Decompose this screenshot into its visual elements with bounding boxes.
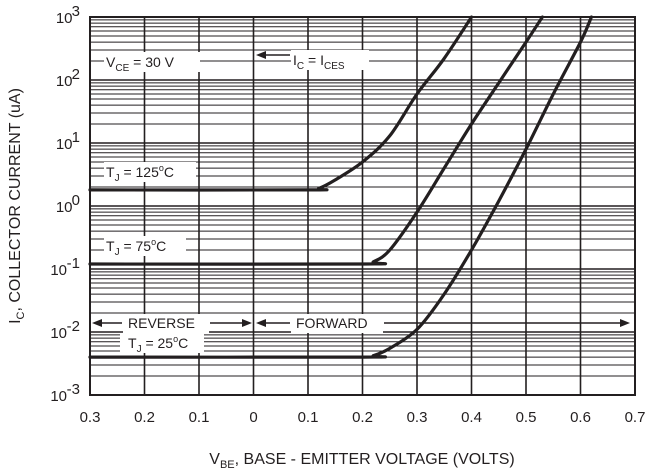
y-tick-exponent: 0 <box>72 192 80 209</box>
x-tick-label: 0.2 <box>134 409 155 426</box>
x-tick-label: 0.2 <box>352 409 373 426</box>
tj125-label-bg <box>104 162 196 182</box>
series-line-0 <box>88 15 474 192</box>
y-tick-exponent: 3 <box>72 3 80 20</box>
x-tick-label: 0 <box>249 409 257 426</box>
forward-label-bg <box>291 314 383 333</box>
x-tick-label: 0.5 <box>516 409 537 426</box>
plot-frame <box>89 16 636 396</box>
x-tick-label: 0.1 <box>298 409 319 426</box>
forward-arrow-head-right <box>620 319 630 327</box>
y-tick-label: 10 <box>56 199 73 216</box>
annotations: VCE = 30 V IC = ICES TJ = 125oC TJ = 75o… <box>92 50 630 355</box>
tj125-label: TJ = 125oC <box>106 163 174 184</box>
x-tick-label: 0.7 <box>625 409 646 426</box>
tj25-label-bg <box>120 333 204 353</box>
y-tick-label: 10 <box>56 136 73 153</box>
series-line-2 <box>88 15 593 359</box>
x-tick-label: 0.3 <box>407 409 428 426</box>
y-tick-label: 10 <box>50 262 67 279</box>
series-layer <box>88 15 593 359</box>
x-tick-label: 0.4 <box>461 409 482 426</box>
tj75-label-bg <box>104 236 186 256</box>
y-axis-title: IC, COLLECTOR CURRENT (uA) <box>7 88 27 324</box>
reverse-label-bg <box>123 314 209 333</box>
reverse-arrow-head-right <box>242 319 252 327</box>
x-tick-labels: 0.3 0.2 0.1 0 0.1 0.2 0.3 0.4 0.5 0.6 0.7 <box>80 409 646 426</box>
x-tick-label: 0.6 <box>570 409 591 426</box>
forward-label: FORWARD <box>296 315 368 331</box>
x-axis-title: VBE, BASE - EMITTER VOLTAGE (VOLTS) <box>209 451 514 471</box>
y-tick-label: 10 <box>56 73 73 90</box>
tj25-label: TJ = 25oC <box>128 334 188 355</box>
y-tick-exponent: 1 <box>72 129 80 146</box>
y-tick-label: 10 <box>50 325 67 342</box>
ic-label-bg <box>291 50 369 70</box>
x-tick-label: 0.3 <box>80 409 101 426</box>
y-tick-exponent: 2 <box>72 66 80 83</box>
reverse-arrow-head-left <box>92 319 102 327</box>
series-line-1 <box>88 15 544 266</box>
ic-label: IC = ICES <box>293 52 345 72</box>
y-tick-exponent: -1 <box>67 255 80 272</box>
x-tick-label: 0.1 <box>189 409 210 426</box>
reverse-label: REVERSE <box>128 315 195 331</box>
forward-arrow-head-left <box>256 319 266 327</box>
vce-label-bg <box>104 52 200 72</box>
y-tick-label: 10 <box>50 388 67 405</box>
y-tick-exponent: -2 <box>67 318 80 335</box>
ic-arrow-head <box>256 51 266 59</box>
vce-label: VCE = 30 V <box>106 54 175 74</box>
y-tick-exponent: -3 <box>67 381 80 398</box>
tj75-label: TJ = 75oC <box>106 237 166 258</box>
y-tick-label: 10 <box>56 10 73 27</box>
